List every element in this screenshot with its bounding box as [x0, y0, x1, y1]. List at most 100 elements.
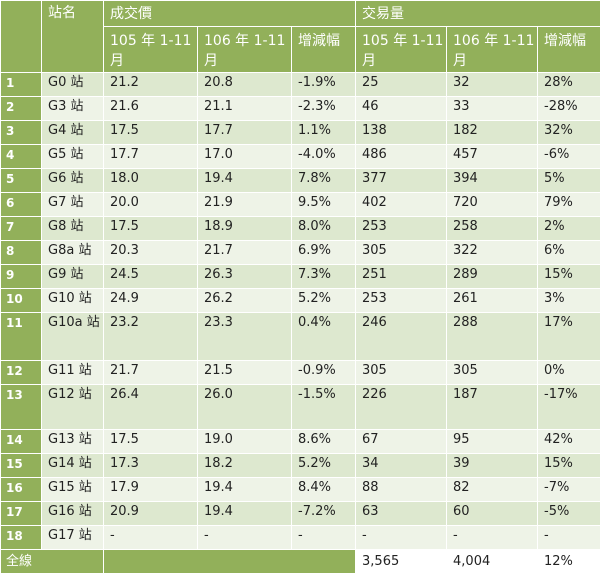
total-row: 全線 3,565 4,004 12% [0, 549, 600, 574]
cell-price-106: 26.2 [197, 288, 292, 313]
cell-price-106: 19.0 [197, 429, 292, 454]
table-row: 18 G17 站------ [0, 525, 600, 550]
table-row: 7 G8 站 17.5 18.9 8.0% 253 258 2% [0, 216, 600, 241]
table-row: 3 G4 站 17.5 17.7 1.1% 138 182 32% [0, 120, 600, 145]
cell-volume-change: -5% [537, 501, 600, 526]
cell-station: G8a 站 [41, 240, 104, 265]
cell-price-change: 5.2% [290, 453, 357, 478]
cell-volume-106: 32 [446, 72, 539, 97]
cell-station: G0 站 [41, 72, 104, 97]
cell-price-change: 5.2% [290, 288, 357, 313]
header-row-sub: 105 年 1-11 月 106 年 1-11 月 增減幅 105 年 1-11… [1, 26, 600, 73]
header-volume-105: 105 年 1-11 月 [355, 26, 448, 73]
row-index: 5 [0, 168, 42, 193]
row-index: 7 [0, 216, 42, 241]
cell-price-105: 17.3 [103, 453, 198, 478]
table-row: 17 G16 站 20.9 19.4 -7.2% 63 60 -5% [0, 501, 600, 526]
cell-station: G4 站 [41, 120, 104, 145]
row-index: 2 [0, 96, 42, 121]
cell-volume-106: - [446, 525, 539, 550]
cell-volume-106: 82 [446, 477, 539, 502]
cell-volume-105: 377 [355, 168, 448, 193]
table-row: 15 G14 站 17.3 18.2 5.2% 34 39 15% [0, 453, 600, 478]
table-row: 9 G9 站 24.5 26.3 7.3% 251 289 15% [0, 264, 600, 289]
header-volume-106: 106 年 1-11 月 [446, 26, 539, 73]
cell-price-105: 20.9 [103, 501, 198, 526]
table-row: 14 G13 站 17.5 19.0 8.6% 67 95 42% [0, 429, 600, 454]
table-row: 4 G5 站 17.7 17.0 -4.0% 486 457 -6% [0, 144, 600, 169]
cell-price-change: -2.3% [290, 96, 357, 121]
cell-volume-change: -6% [537, 144, 600, 169]
cell-volume-change: 17% [537, 312, 600, 361]
cell-price-105: 17.5 [103, 120, 198, 145]
table-row: 6 G7 站 20.0 21.9 9.5% 402 720 79% [0, 192, 600, 217]
header-price-106: 106 年 1-11 月 [197, 26, 292, 73]
cell-volume-105: 46 [355, 96, 448, 121]
cell-price-change: -7.2% [290, 501, 357, 526]
cell-station: G14 站 [41, 453, 104, 478]
row-index: 3 [0, 120, 42, 145]
cell-volume-105: 402 [355, 192, 448, 217]
cell-price-105: 23.2 [103, 312, 198, 361]
cell-volume-105: 251 [355, 264, 448, 289]
cell-volume-105: 138 [355, 120, 448, 145]
row-index: 8 [0, 240, 42, 265]
cell-station: G12 站 [41, 384, 104, 430]
row-index: 6 [0, 192, 42, 217]
cell-volume-106: 187 [446, 384, 539, 430]
cell-price-105: 21.2 [103, 72, 198, 97]
cell-price-105: 18.0 [103, 168, 198, 193]
cell-volume-105: 253 [355, 216, 448, 241]
cell-price-106: - [197, 525, 292, 550]
table-row: 12 G11 站 21.7 21.5 -0.9% 305 305 0% [0, 360, 600, 385]
cell-station: G10 站 [41, 288, 104, 313]
cell-volume-105: 253 [355, 288, 448, 313]
cell-volume-105: 226 [355, 384, 448, 430]
cell-price-change: 6.9% [290, 240, 357, 265]
cell-volume-change: 5% [537, 168, 600, 193]
cell-volume-change: -28% [537, 96, 600, 121]
cell-price-106: 17.7 [197, 120, 292, 145]
cell-price-105: 24.9 [103, 288, 198, 313]
row-index: 15 [0, 453, 42, 478]
header-price-group: 成交價 [102, 0, 357, 27]
row-index: 9 [0, 264, 42, 289]
cell-price-106: 21.9 [197, 192, 292, 217]
row-index: 10 [0, 288, 42, 313]
cell-station: G16 站 [41, 501, 104, 526]
cell-volume-change: - [537, 525, 600, 550]
cell-volume-106: 261 [446, 288, 539, 313]
cell-price-105: 17.9 [103, 477, 198, 502]
cell-price-105: 17.5 [103, 429, 198, 454]
header-price-105: 105 年 1-11 月 [103, 26, 198, 73]
cell-volume-change: -7% [537, 477, 600, 502]
cell-price-106: 23.3 [197, 312, 292, 361]
cell-station: G8 站 [41, 216, 104, 241]
cell-station: G5 站 [41, 144, 104, 169]
cell-volume-change: 32% [537, 120, 600, 145]
cell-price-106: 19.4 [197, 168, 292, 193]
cell-volume-105: 34 [355, 453, 448, 478]
cell-volume-105: 305 [355, 360, 448, 385]
cell-volume-105: 63 [355, 501, 448, 526]
cell-price-106: 17.0 [197, 144, 292, 169]
cell-volume-change: 3% [537, 288, 600, 313]
cell-volume-change: 15% [537, 264, 600, 289]
cell-station: G11 站 [41, 360, 104, 385]
cell-volume-106: 95 [446, 429, 539, 454]
cell-volume-106: 182 [446, 120, 539, 145]
cell-volume-change: 42% [537, 429, 600, 454]
cell-volume-change: -17% [537, 384, 600, 430]
cell-volume-106: 457 [446, 144, 539, 169]
cell-price-106: 18.2 [197, 453, 292, 478]
cell-station: G17 站 [41, 525, 104, 550]
cell-price-106: 19.4 [197, 501, 292, 526]
cell-price-change: 8.4% [290, 477, 357, 502]
cell-volume-105: 305 [355, 240, 448, 265]
cell-volume-change: 2% [537, 216, 600, 241]
cell-price-change: 0.4% [290, 312, 357, 361]
row-index: 12 [0, 360, 42, 385]
cell-price-change: -4.0% [290, 144, 357, 169]
cell-station: G15 站 [41, 477, 104, 502]
